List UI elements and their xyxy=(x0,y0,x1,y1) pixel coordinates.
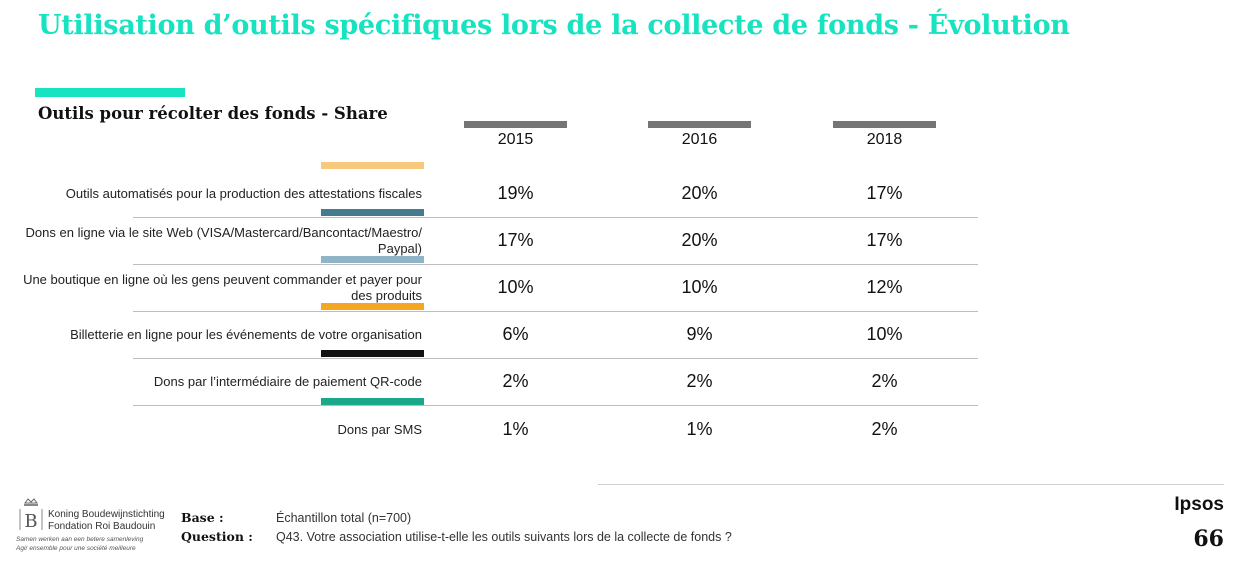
year-header-2018: 2018 xyxy=(866,131,903,148)
logo-name-nl: Koning Boudewijnstichting xyxy=(48,509,165,520)
question-value: Q43. Votre association utilise-t-elle le… xyxy=(276,530,732,544)
cell-2018: 2% xyxy=(871,419,898,439)
page-number: 66 xyxy=(1193,526,1224,552)
row-color-bar xyxy=(321,256,424,263)
table-row: Dons par SMS 1% 1% 2% xyxy=(133,398,978,453)
svg-text:B: B xyxy=(24,511,37,532)
cell-2015: 2% xyxy=(502,371,529,391)
year-header-2016: 2016 xyxy=(681,131,718,148)
cell-2016: 2% xyxy=(686,371,713,391)
row-color-bar xyxy=(321,303,424,310)
year-bar-2015 xyxy=(464,121,567,128)
year-header-2015: 2015 xyxy=(497,131,534,148)
row-color-bar xyxy=(321,209,424,216)
row-color-bar xyxy=(321,350,424,357)
logo-slogan-fr: Agir ensemble pour une société meilleure xyxy=(16,545,136,552)
base-value: Échantillon total (n=700) xyxy=(276,511,412,525)
table-row: Billetterie en ligne pour les événements… xyxy=(70,303,978,359)
base-label: Base : xyxy=(181,510,224,525)
cell-2016: 9% xyxy=(686,324,713,344)
table-row: Dons par l’intermédiaire de paiement QR-… xyxy=(133,350,978,406)
cell-2015: 6% xyxy=(502,324,529,344)
cell-2015: 17% xyxy=(497,230,534,250)
row-color-bar xyxy=(321,398,424,405)
cell-2016: 20% xyxy=(681,230,718,250)
page-title: Utilisation d’outils spécifiques lors de… xyxy=(38,10,1070,41)
table-row: Une boutique en ligne où les gens peuven… xyxy=(23,256,978,312)
cell-2016: 10% xyxy=(681,277,718,297)
cell-2016: 20% xyxy=(681,183,718,203)
table-row: Dons en ligne via le site Web (VISA/Mast… xyxy=(26,209,978,265)
row-label: Dons par l’intermédiaire de paiement QR-… xyxy=(153,373,422,389)
year-bar-2018 xyxy=(833,121,936,128)
row-label: Dons en ligne via le site Web (VISA/Mast… xyxy=(25,224,422,256)
logo-name-fr: Fondation Roi Baudouin xyxy=(48,521,156,532)
ipsos-logo: Ipsos xyxy=(1174,494,1224,515)
table-row: Outils automatisés pour la production de… xyxy=(66,162,978,218)
logo-slogan-nl: Samen werken aan een betere samenleving xyxy=(16,536,144,543)
cell-2015: 19% xyxy=(497,183,534,203)
question-label: Question : xyxy=(181,529,253,544)
cell-2018: 12% xyxy=(866,277,903,297)
cell-2018: 10% xyxy=(866,324,903,344)
cell-2018: 2% xyxy=(871,371,898,391)
row-label: Une boutique en ligne où les gens peuven… xyxy=(23,271,422,303)
footer-divider xyxy=(598,484,1224,485)
cell-2018: 17% xyxy=(866,183,903,203)
cell-2018: 17% xyxy=(866,230,903,250)
row-label: Billetterie en ligne pour les événements… xyxy=(70,326,422,342)
foundation-logo-icon: B xyxy=(19,498,43,532)
cell-2015: 10% xyxy=(497,277,534,297)
year-bar-2016 xyxy=(648,121,751,128)
row-color-bar xyxy=(321,162,424,169)
row-label: Dons par SMS xyxy=(337,421,422,437)
table-subtitle: Outils pour récolter des fonds - Share xyxy=(38,104,388,123)
cell-2016: 1% xyxy=(686,419,713,439)
row-label: Outils automatisés pour la production de… xyxy=(65,185,422,201)
accent-bar xyxy=(35,88,185,97)
cell-2015: 1% xyxy=(502,419,529,439)
